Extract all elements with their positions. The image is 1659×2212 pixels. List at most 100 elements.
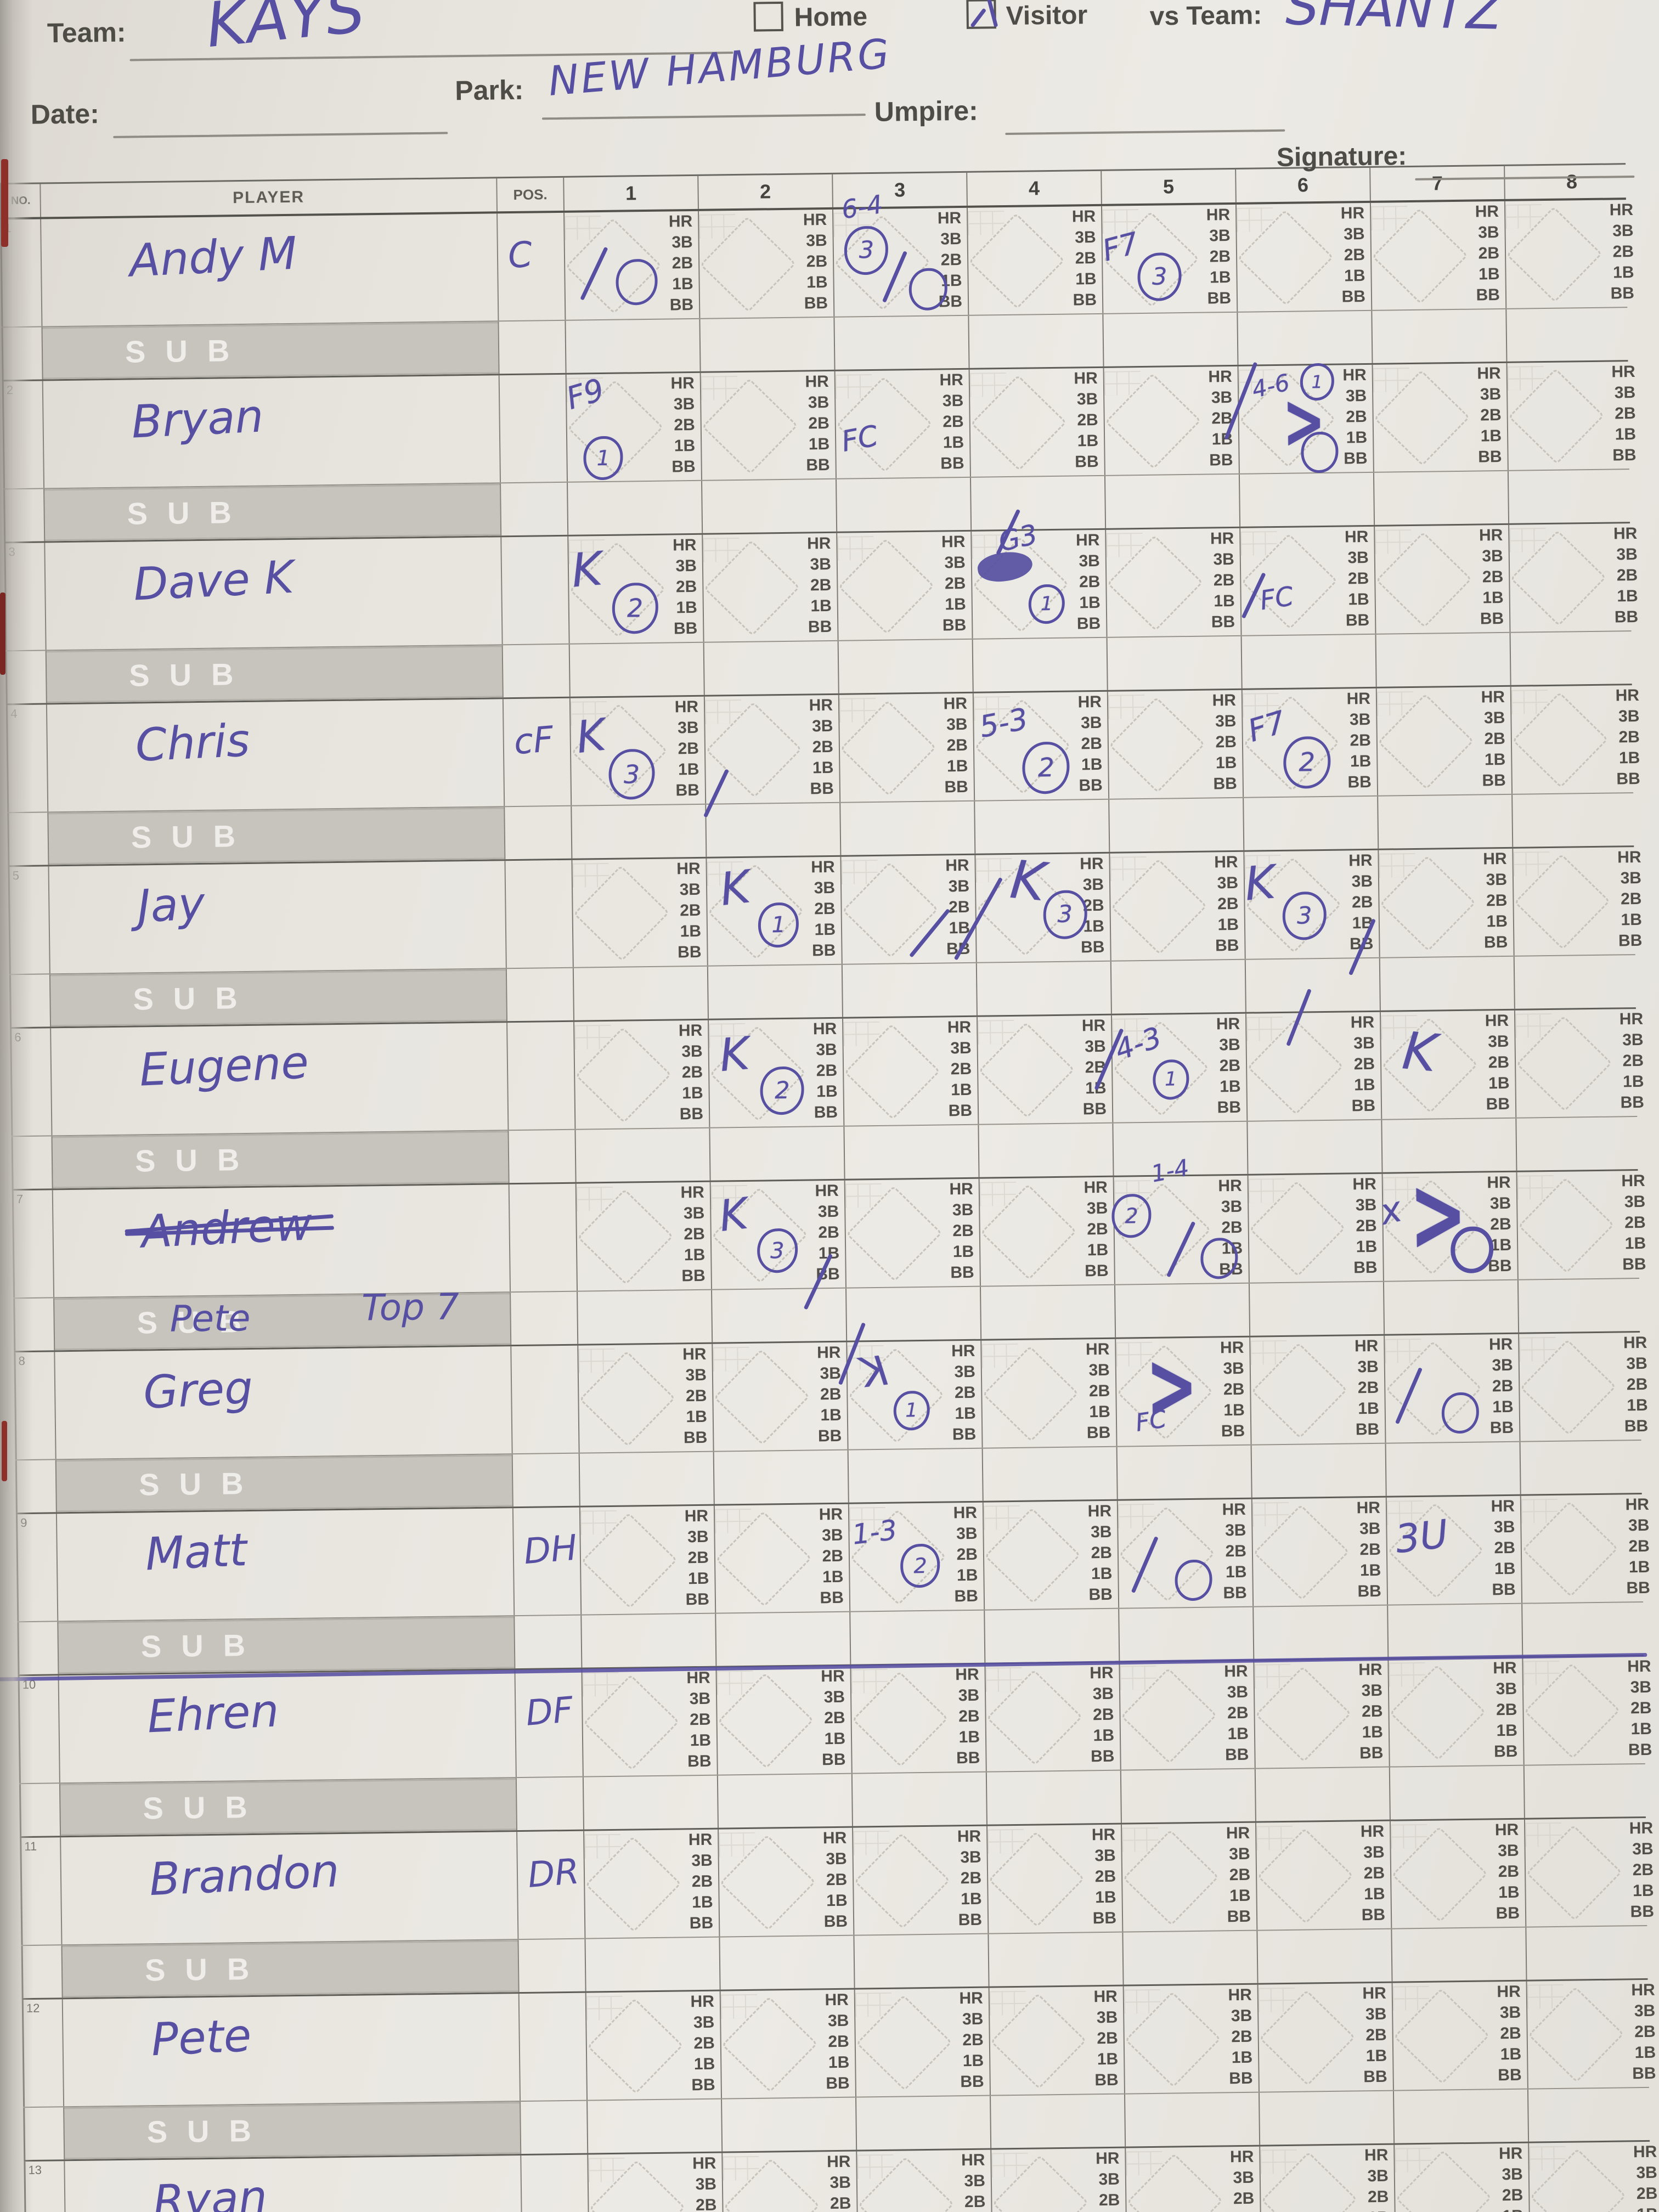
sub-band-cell: SUB — [45, 645, 503, 703]
cell-label-HR: HR — [951, 1341, 975, 1361]
cell-label-1B: 1B — [1368, 2209, 1389, 2212]
cell-label-3B: 3B — [1496, 1679, 1517, 1699]
inning-cell-row2-inning6: HR 3B 2B 1B BB 4-6 1 > — [1224, 362, 1373, 473]
umpire-label: Umpire: — [874, 95, 979, 127]
player-name-cell: Eugene — [50, 1023, 508, 1136]
cell-label-HR: HR — [957, 1827, 981, 1846]
cell-label-BB: BB — [810, 779, 834, 798]
inning-cell-row1-inning8: HR 3B 2B 1B BB — [1504, 199, 1640, 308]
player-name-cell: Ehren — [58, 1670, 516, 1783]
player-name-cell: Matt — [55, 1508, 514, 1621]
cell-label-HR: HR — [805, 372, 830, 391]
cell-label-HR: HR — [955, 1665, 979, 1684]
inning-cell-row12-inning8: HR 3B 2B 1B BB — [1526, 1979, 1659, 2089]
sub-inning-cell — [1523, 1764, 1658, 1818]
cell-label-HR: HR — [1621, 1171, 1645, 1190]
cell-label-HR: HR — [1617, 848, 1641, 867]
player-row: 8GregHR3B2B1BBBHR3B2B1BBBHR3B2B1BBBK1HR3… — [14, 1322, 1654, 1461]
cell-label-1B: 1B — [1344, 267, 1365, 285]
cell-label-2B: 2B — [1077, 410, 1098, 430]
cell-label-1B: 1B — [962, 2051, 984, 2070]
cell-label-3B: 3B — [1090, 1522, 1112, 1542]
sub-inning-cell — [1377, 794, 1513, 849]
cell-label-2B: 2B — [1484, 729, 1506, 748]
cell-label-2B: 2B — [1612, 242, 1634, 261]
handwritten-circle-mark — [1300, 431, 1339, 473]
sub-label: SUB — [143, 1789, 268, 1826]
cell-label-HR: HR — [1085, 1340, 1110, 1359]
vs-team-value-handwriting: SHANTZ — [1285, 0, 1503, 42]
cell-label-HR: HR — [806, 534, 831, 553]
sub-band-cell: SUB — [49, 969, 507, 1027]
cell-label-3B: 3B — [1086, 1199, 1108, 1218]
cell-label-3B: 3B — [1634, 2001, 1656, 2021]
cell-label-BB: BB — [1223, 1583, 1248, 1602]
cell-label-BB: BB — [1488, 1256, 1512, 1276]
sub-inning-cell — [841, 963, 977, 1017]
cell-label-2B: 2B — [1478, 244, 1500, 263]
cell-label-HR: HR — [1362, 1984, 1386, 2003]
sub-pos-cell — [510, 1291, 578, 1345]
cell-label-1B: 1B — [1075, 269, 1097, 289]
cell-label-BB: BB — [672, 457, 696, 476]
cell-label-1B: 1B — [1500, 2045, 1522, 2064]
cell-label-3B: 3B — [1092, 1684, 1114, 1703]
player-name-handwriting: Ryan — [152, 2171, 269, 2212]
cell-label-BB: BB — [1496, 1904, 1520, 1923]
cell-label-BB: BB — [1088, 1585, 1113, 1604]
player-name-handwriting: Jay — [136, 877, 206, 933]
cell-label-BB: BB — [1493, 1742, 1518, 1761]
sub-inning-cell — [578, 1452, 714, 1506]
cell-label-HR: HR — [1482, 849, 1507, 868]
sub-player-handwriting: Pete — [170, 1296, 251, 1340]
inning-cell-row5-inning7: HR 3B 2B 1B BB — [1378, 848, 1514, 957]
cell-label-2B: 2B — [1223, 1380, 1245, 1399]
cell-label-2B: 2B — [820, 1385, 842, 1404]
cell-label-2B: 2B — [1622, 1051, 1644, 1070]
player-row: 3Dave KHR3B2B1BBBK2HR3B2B1BBBHR3B2B1BBBH… — [4, 509, 1644, 652]
cell-label-HR: HR — [1623, 1333, 1647, 1352]
player-pos-cell: C — [496, 212, 565, 321]
sub-inning-cell — [968, 314, 1103, 368]
sub-label: SUB — [127, 494, 252, 531]
player-name-handwriting: Andy M — [128, 227, 298, 287]
player-pos-handwriting: DR — [526, 1851, 581, 1897]
cell-label-HR: HR — [821, 1667, 845, 1686]
sub-inning-cell — [1258, 2091, 1394, 2145]
cell-label-HR: HR — [1087, 1502, 1112, 1521]
cell-label-2B: 2B — [1217, 894, 1239, 913]
sub-inning-cell — [1120, 1769, 1255, 1823]
cell-label-BB: BB — [1361, 1905, 1386, 1925]
cell-label-BB: BB — [1341, 287, 1366, 306]
cell-label-2B: 2B — [1636, 2184, 1658, 2203]
cell-label-2B: 2B — [946, 736, 968, 755]
handwritten-circle-mark: 2 — [612, 582, 659, 634]
cell-label-2B: 2B — [1500, 2024, 1521, 2043]
cell-label-2B: 2B — [1367, 2187, 1389, 2207]
inning-cell-row12-inning5: HR 3B 2B 1B BB — [1122, 1984, 1259, 2094]
cell-label-1B: 1B — [1348, 590, 1369, 609]
cell-label-2B: 2B — [690, 1710, 711, 1729]
inning-cell-row5-inning4: HR 3B 2B 1B BB K 3 — [953, 849, 1110, 962]
cell-label-BB: BB — [1614, 608, 1639, 627]
cell-label-BB: BB — [1486, 1094, 1510, 1114]
inning-cell-row5-inning8: HR 3B 2B 1B BB — [1512, 847, 1648, 956]
cell-label-2B: 2B — [1094, 1867, 1116, 1886]
player-pos-cell — [504, 860, 573, 968]
sub-inning-cell — [851, 1772, 986, 1826]
sub-inning-cell — [833, 315, 969, 370]
player-row: 9MattDHHR3B2B1BBBHR3B2B1BBBHR3B2B1BBB1-3… — [15, 1494, 1656, 1623]
cell-label-1B: 1B — [674, 436, 696, 455]
cell-label-1B: 1B — [1358, 1399, 1379, 1418]
cell-label-3B: 3B — [806, 231, 827, 250]
handwritten-mark: K — [718, 1027, 752, 1082]
cell-label-2B: 2B — [816, 1061, 838, 1080]
inning-cell-row5-inning3: HR 3B 2B 1B BB — [840, 855, 976, 964]
player-name-cell: Pete — [61, 1994, 520, 2107]
cell-label-HR: HR — [1093, 1987, 1118, 2006]
cell-label-2B: 2B — [1088, 1381, 1110, 1401]
cell-label-3B: 3B — [1499, 2003, 1521, 2022]
cell-label-1B: 1B — [678, 760, 699, 779]
cell-label-HR: HR — [682, 1345, 707, 1364]
cell-label-BB: BB — [954, 1587, 979, 1606]
